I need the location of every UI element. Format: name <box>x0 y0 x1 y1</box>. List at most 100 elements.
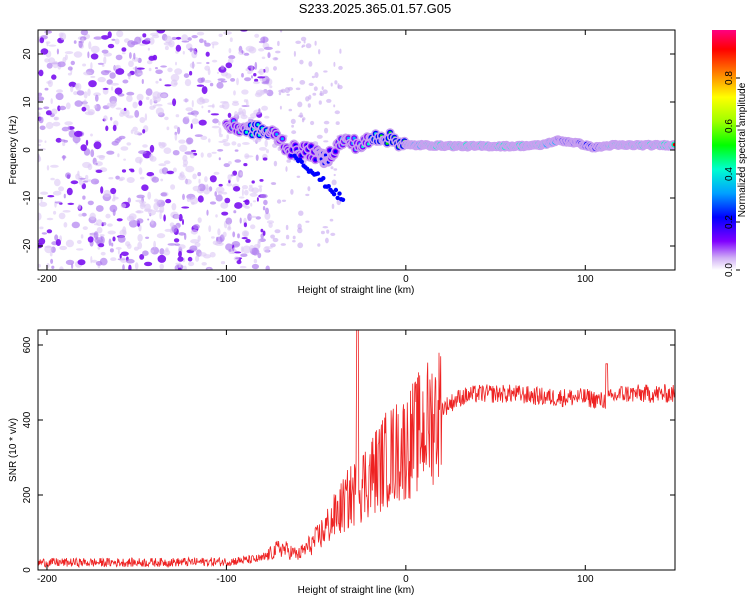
noise-blob <box>331 203 335 209</box>
noise-blob <box>64 51 74 55</box>
noise-blob <box>220 261 226 265</box>
noise-blob <box>203 79 212 83</box>
noise-blob <box>326 98 332 103</box>
noise-blob <box>234 159 242 163</box>
noise-blob <box>321 86 324 90</box>
noise-blob <box>51 265 55 269</box>
noise-blob <box>220 202 229 209</box>
noise-blob <box>111 140 119 146</box>
noise-blob <box>291 124 294 128</box>
noise-blob <box>147 218 150 221</box>
noise-blob <box>112 198 116 202</box>
noise-blob <box>40 191 49 195</box>
noise-blob <box>270 243 276 248</box>
noise-blob <box>187 37 192 41</box>
noise-blob <box>119 176 125 181</box>
noise-blob <box>144 261 153 267</box>
noise-blob <box>299 112 303 118</box>
noise-blob <box>223 31 232 35</box>
noise-blob <box>197 77 204 84</box>
noise-blob <box>266 220 275 224</box>
noise-blob <box>248 184 253 188</box>
x-tick-label: 100 <box>577 574 594 585</box>
noise-blob <box>142 129 146 134</box>
noise-blob <box>174 243 181 246</box>
noise-blob <box>240 253 248 257</box>
noise-blob <box>53 116 60 121</box>
noise-blob <box>74 130 83 137</box>
noise-blob <box>238 107 243 115</box>
noise-blob <box>325 237 329 244</box>
noise-blob <box>177 267 182 270</box>
noise-blob <box>251 247 260 256</box>
noise-blob <box>150 219 154 225</box>
noise-blob <box>261 81 270 85</box>
noise-blob <box>142 250 149 256</box>
noise-blob <box>122 264 125 270</box>
noise-blob <box>244 199 250 206</box>
noise-blob <box>316 134 323 139</box>
noise-blob <box>150 32 159 36</box>
colorbar-tick-label: 0.6 <box>724 119 735 133</box>
noise-blob <box>263 199 268 206</box>
noise-blob <box>225 217 233 225</box>
noise-blob <box>243 231 248 237</box>
signal-mark <box>328 148 332 152</box>
noise-blob <box>130 169 135 173</box>
noise-blob <box>135 156 143 164</box>
noise-blob <box>161 142 167 148</box>
noise-blob <box>173 82 178 85</box>
noise-blob <box>247 213 252 222</box>
noise-blob <box>90 53 99 60</box>
noise-blob <box>163 147 172 154</box>
noise-blob <box>307 186 311 192</box>
noise-blob <box>120 203 127 209</box>
noise-blob <box>160 192 168 197</box>
noise-blob <box>326 229 330 234</box>
noise-blob <box>82 195 86 200</box>
noise-blob <box>55 92 64 101</box>
snr-xlabel: Height of straight line (km) <box>298 585 415 596</box>
noise-blob <box>78 213 83 217</box>
noise-blob <box>280 88 286 94</box>
noise-blob <box>111 86 114 91</box>
noise-blob <box>179 144 188 152</box>
noise-blob <box>104 70 112 73</box>
noise-blob <box>201 86 208 95</box>
noise-blob <box>318 100 322 105</box>
noise-blob <box>201 262 207 266</box>
signal-mark <box>672 143 675 147</box>
noise-blob <box>177 256 184 262</box>
noise-blob <box>229 37 233 42</box>
noise-blob <box>138 167 143 175</box>
noise-blob <box>120 257 128 264</box>
noise-blob <box>262 157 268 161</box>
noise-blob <box>233 256 240 261</box>
noise-blob <box>145 96 150 100</box>
noise-blob <box>116 137 123 141</box>
noise-blob <box>193 224 200 230</box>
noise-blob <box>111 38 116 41</box>
noise-blob <box>279 105 282 110</box>
noise-blob <box>38 237 46 245</box>
noise-blob <box>317 243 321 247</box>
noise-blob <box>311 75 315 79</box>
noise-blob <box>210 113 220 116</box>
noise-blob <box>231 247 236 255</box>
noise-blob <box>87 236 94 243</box>
noise-blob <box>83 71 92 76</box>
noise-blob <box>107 43 115 49</box>
noise-blob <box>333 168 338 171</box>
noise-blob <box>113 65 119 70</box>
noise-blob <box>160 65 168 68</box>
noise-blob <box>93 104 98 109</box>
noise-blob <box>209 251 216 258</box>
noise-blob <box>153 202 159 211</box>
noise-blob <box>122 226 127 235</box>
noise-blob <box>228 161 232 165</box>
noise-blob <box>38 69 44 77</box>
noise-blob <box>243 99 248 103</box>
signal-mark <box>323 153 328 157</box>
noise-blob <box>38 143 41 147</box>
